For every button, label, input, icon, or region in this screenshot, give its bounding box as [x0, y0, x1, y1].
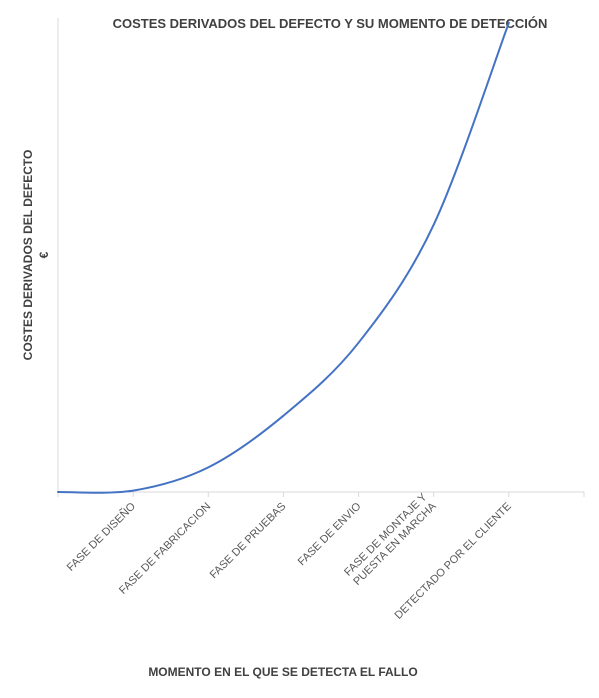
chart-title: COSTES DERIVADOS DEL DEFECTO Y SU MOMENT…: [113, 16, 548, 31]
x-axis-label: MOMENTO EN EL QUE SE DETECTA EL FALLO: [148, 665, 417, 679]
x-tick-label: FASE DE PRUEBAS: [208, 500, 289, 581]
x-axis-ticks: [57, 492, 585, 497]
y-axis-label: COSTES DERIVADOS DEL DEFECTO €: [21, 150, 51, 361]
x-tick-label-line: FASE DE DISEÑO: [64, 499, 138, 573]
x-tick-label-line: FASE DE PRUEBAS: [208, 500, 289, 581]
y-axis-label-line-1: COSTES DERIVADOS DEL DEFECTO: [21, 150, 35, 361]
x-tick-label-line: PUESTA EN MARCHA: [351, 500, 439, 588]
x-tick-label: FASE DE DISEÑO: [64, 499, 138, 573]
series-line: [57, 21, 510, 494]
y-axis-label-line-2: €: [37, 251, 51, 258]
